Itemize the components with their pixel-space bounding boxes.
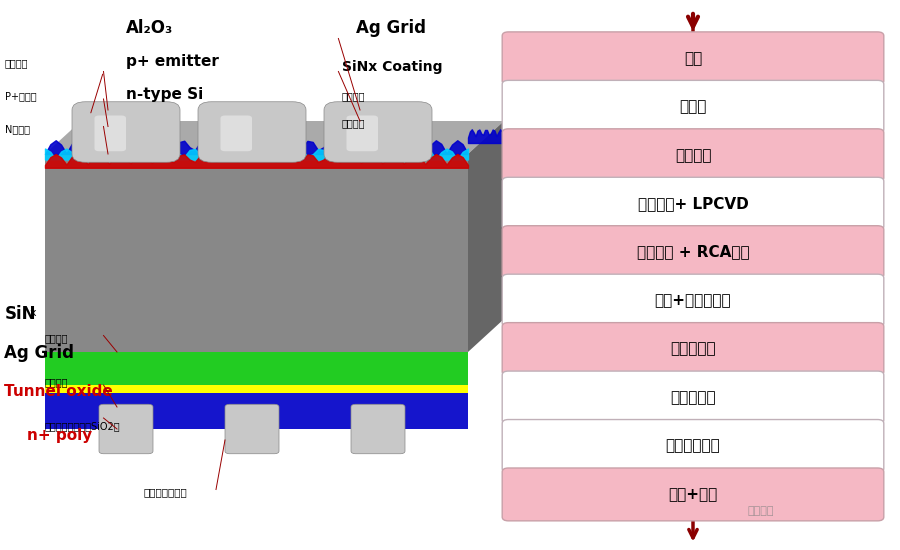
FancyBboxPatch shape (502, 371, 884, 424)
Text: n+ poly: n+ poly (27, 428, 92, 443)
Text: N型基体: N型基体 (4, 124, 30, 134)
FancyBboxPatch shape (72, 102, 180, 162)
FancyBboxPatch shape (220, 116, 252, 151)
Polygon shape (45, 121, 504, 154)
Text: 超薄隧穿氧化层（SiO2）: 超薄隧穿氧化层（SiO2） (45, 421, 121, 431)
FancyBboxPatch shape (351, 404, 405, 454)
FancyBboxPatch shape (346, 116, 378, 151)
FancyBboxPatch shape (502, 468, 884, 521)
Text: n-type Si: n-type Si (126, 87, 203, 102)
Text: SiNx Coating: SiNx Coating (342, 60, 443, 74)
Text: 减反射膜: 减反射膜 (342, 118, 365, 129)
Polygon shape (45, 385, 468, 429)
FancyBboxPatch shape (502, 32, 884, 85)
FancyBboxPatch shape (502, 177, 884, 230)
Text: 背面氧化+ LPCVD: 背面氧化+ LPCVD (637, 196, 749, 211)
Text: 钝化玻膜: 钝化玻膜 (4, 58, 28, 68)
Text: 硼扩散: 硼扩散 (680, 100, 706, 114)
Text: 光伏技术: 光伏技术 (747, 506, 773, 516)
Text: 正面去绕镀: 正面去绕镀 (670, 342, 716, 356)
Text: SiN: SiN (4, 305, 36, 323)
Text: 金属栅线: 金属栅线 (342, 91, 365, 101)
Polygon shape (468, 121, 504, 352)
Text: 减反射膜: 减反射膜 (45, 333, 68, 343)
Text: 金属电极: 金属电极 (45, 377, 68, 387)
Text: 印刷+烧结: 印刷+烧结 (669, 487, 717, 502)
FancyBboxPatch shape (99, 404, 153, 454)
Text: 制绒: 制绒 (684, 51, 702, 66)
FancyBboxPatch shape (502, 420, 884, 472)
Text: Al₂O₃: Al₂O₃ (126, 19, 173, 37)
Text: 背面刻蚀: 背面刻蚀 (675, 148, 711, 163)
FancyBboxPatch shape (502, 323, 884, 376)
FancyBboxPatch shape (198, 102, 306, 162)
Text: 正面氧化铝: 正面氧化铝 (670, 390, 716, 405)
Text: 离子注入 + RCA清洗: 离子注入 + RCA清洗 (636, 245, 750, 260)
Text: 退火+背减反射膜: 退火+背减反射膜 (654, 293, 732, 308)
Text: p+ emitter: p+ emitter (126, 54, 219, 69)
FancyBboxPatch shape (94, 116, 126, 151)
FancyBboxPatch shape (225, 404, 279, 454)
Text: Ag Grid: Ag Grid (4, 344, 75, 361)
FancyBboxPatch shape (502, 274, 884, 327)
Text: x: x (30, 308, 36, 318)
Text: 磷掺杂多晶硅层: 磷掺杂多晶硅层 (144, 487, 188, 497)
FancyBboxPatch shape (324, 102, 432, 162)
Text: Ag Grid: Ag Grid (356, 19, 426, 37)
Text: Tunnel oxide: Tunnel oxide (4, 384, 113, 399)
Text: 正面减反射膜: 正面减反射膜 (666, 438, 720, 453)
FancyBboxPatch shape (502, 129, 884, 182)
Text: P+发射极: P+发射极 (4, 91, 36, 101)
Polygon shape (45, 154, 468, 352)
FancyBboxPatch shape (502, 226, 884, 278)
Polygon shape (45, 352, 468, 385)
Bar (0, 6, 486, 539)
Polygon shape (45, 385, 468, 393)
FancyBboxPatch shape (502, 80, 884, 133)
